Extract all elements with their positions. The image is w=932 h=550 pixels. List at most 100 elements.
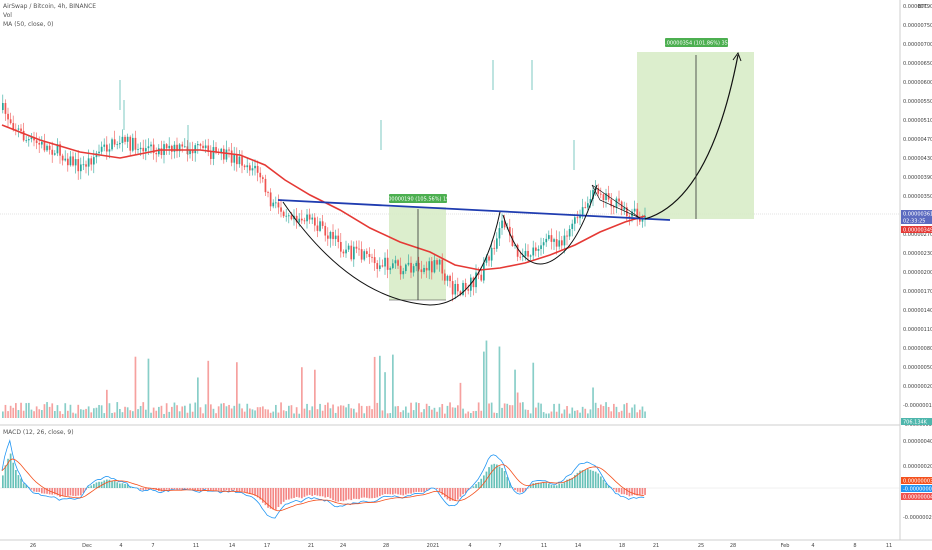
candle-body [550, 235, 553, 242]
volume-bar [462, 408, 464, 418]
volume-bar [620, 410, 623, 418]
macd-hist-bar [457, 488, 459, 500]
candle-body [459, 291, 462, 295]
volume-bar [475, 410, 477, 418]
macd-hist-bar [514, 488, 516, 491]
macd-hist-bar [420, 488, 423, 493]
candle-body [17, 128, 20, 130]
small-cup-arc [502, 184, 598, 265]
volume-bar [35, 406, 38, 418]
volume-bar [30, 409, 33, 418]
macd-hist-bar [607, 485, 610, 488]
macd-hist-bar [324, 488, 327, 498]
macd-hist-bar [15, 470, 17, 488]
volume-bar [457, 405, 459, 418]
volume-bar [223, 403, 225, 418]
volume-bar [77, 404, 80, 418]
macd-hist-bar [475, 484, 477, 488]
macd-hist-bar [17, 475, 20, 488]
volume-bar [111, 412, 113, 418]
candle-body [61, 155, 64, 161]
volume-bar [236, 362, 238, 418]
macd-hist-bar [145, 488, 147, 490]
time-tick-label: 7 [151, 543, 154, 549]
price-tick-label: 0.00000430 [903, 156, 932, 162]
volume-bar [54, 411, 56, 418]
macd-hist-bar [238, 488, 241, 492]
candle-body [405, 264, 407, 272]
candle-body [605, 193, 607, 201]
macd-hist-bar [163, 488, 165, 491]
volume-bar [644, 411, 646, 418]
volume-bar [402, 410, 405, 418]
volume-bar [204, 404, 207, 418]
candle-body [165, 144, 168, 149]
candle-body [243, 165, 246, 168]
macd-hist-bar [636, 488, 639, 496]
candle-body [397, 260, 399, 266]
macd-hist-bar [454, 488, 457, 501]
macd-hist-bar [444, 488, 446, 498]
volume-bar [433, 407, 436, 418]
macd-hist-badge-bg [901, 493, 932, 500]
volume-bar [459, 382, 462, 418]
candle-body [636, 208, 639, 219]
macd-hist-bar [363, 488, 366, 498]
macd-hist-bar [405, 488, 407, 495]
volume-bar [363, 413, 366, 418]
candle-body [98, 151, 100, 154]
candle-body [178, 144, 181, 152]
macd-hist-bar [77, 488, 80, 496]
macd-hist-bar [451, 488, 454, 501]
candle-body [280, 207, 282, 212]
volume-bar [155, 410, 158, 418]
candle-body [56, 144, 59, 154]
candle-body [464, 282, 467, 290]
volume-bar [51, 403, 54, 418]
volume-bar [571, 407, 574, 418]
volume-bar [555, 411, 558, 418]
macd-hist-bar [306, 488, 308, 496]
macd-hist-bar [558, 483, 561, 488]
volume-bar [189, 403, 191, 418]
volume-bar [301, 367, 303, 418]
macd-hist-bar [111, 481, 113, 488]
volume-bar [116, 402, 119, 418]
candle-body [496, 238, 498, 249]
candle-body [150, 144, 152, 147]
macd-hist-bar [9, 453, 12, 488]
macd-hist-bar [277, 488, 280, 507]
volume-bar [472, 411, 475, 418]
candle-body [246, 165, 249, 168]
volume-bar [134, 356, 137, 418]
macd-hist-bar [545, 482, 548, 488]
candle-body [581, 207, 584, 215]
candle-body [321, 221, 324, 226]
candle-body [589, 198, 592, 204]
time-tick-label: 28 [730, 543, 736, 549]
macd-hist-bar [272, 488, 275, 510]
candle-body [623, 207, 626, 210]
macd-hist-bar [285, 488, 288, 500]
macd-hist-bar [33, 488, 35, 492]
volume-bar [184, 405, 186, 418]
time-tick-label: 11 [193, 543, 199, 549]
candle-body [514, 244, 516, 246]
volume-bar [217, 406, 220, 418]
candle-body [597, 188, 600, 194]
macd-hist-bar [550, 484, 553, 488]
volume-bar [373, 356, 376, 418]
candle-body [103, 144, 106, 147]
volume-bar [407, 412, 410, 418]
volume-bar [535, 407, 537, 418]
macd-hist-bar [67, 488, 69, 496]
volume-bar [48, 406, 51, 418]
volume-bar [61, 413, 64, 418]
volume-bar [7, 411, 9, 418]
volume-bar [470, 413, 472, 418]
neckline [277, 199, 671, 221]
macd-hist-bar [589, 469, 592, 488]
candle-body [415, 262, 418, 267]
candle-body [74, 159, 77, 166]
